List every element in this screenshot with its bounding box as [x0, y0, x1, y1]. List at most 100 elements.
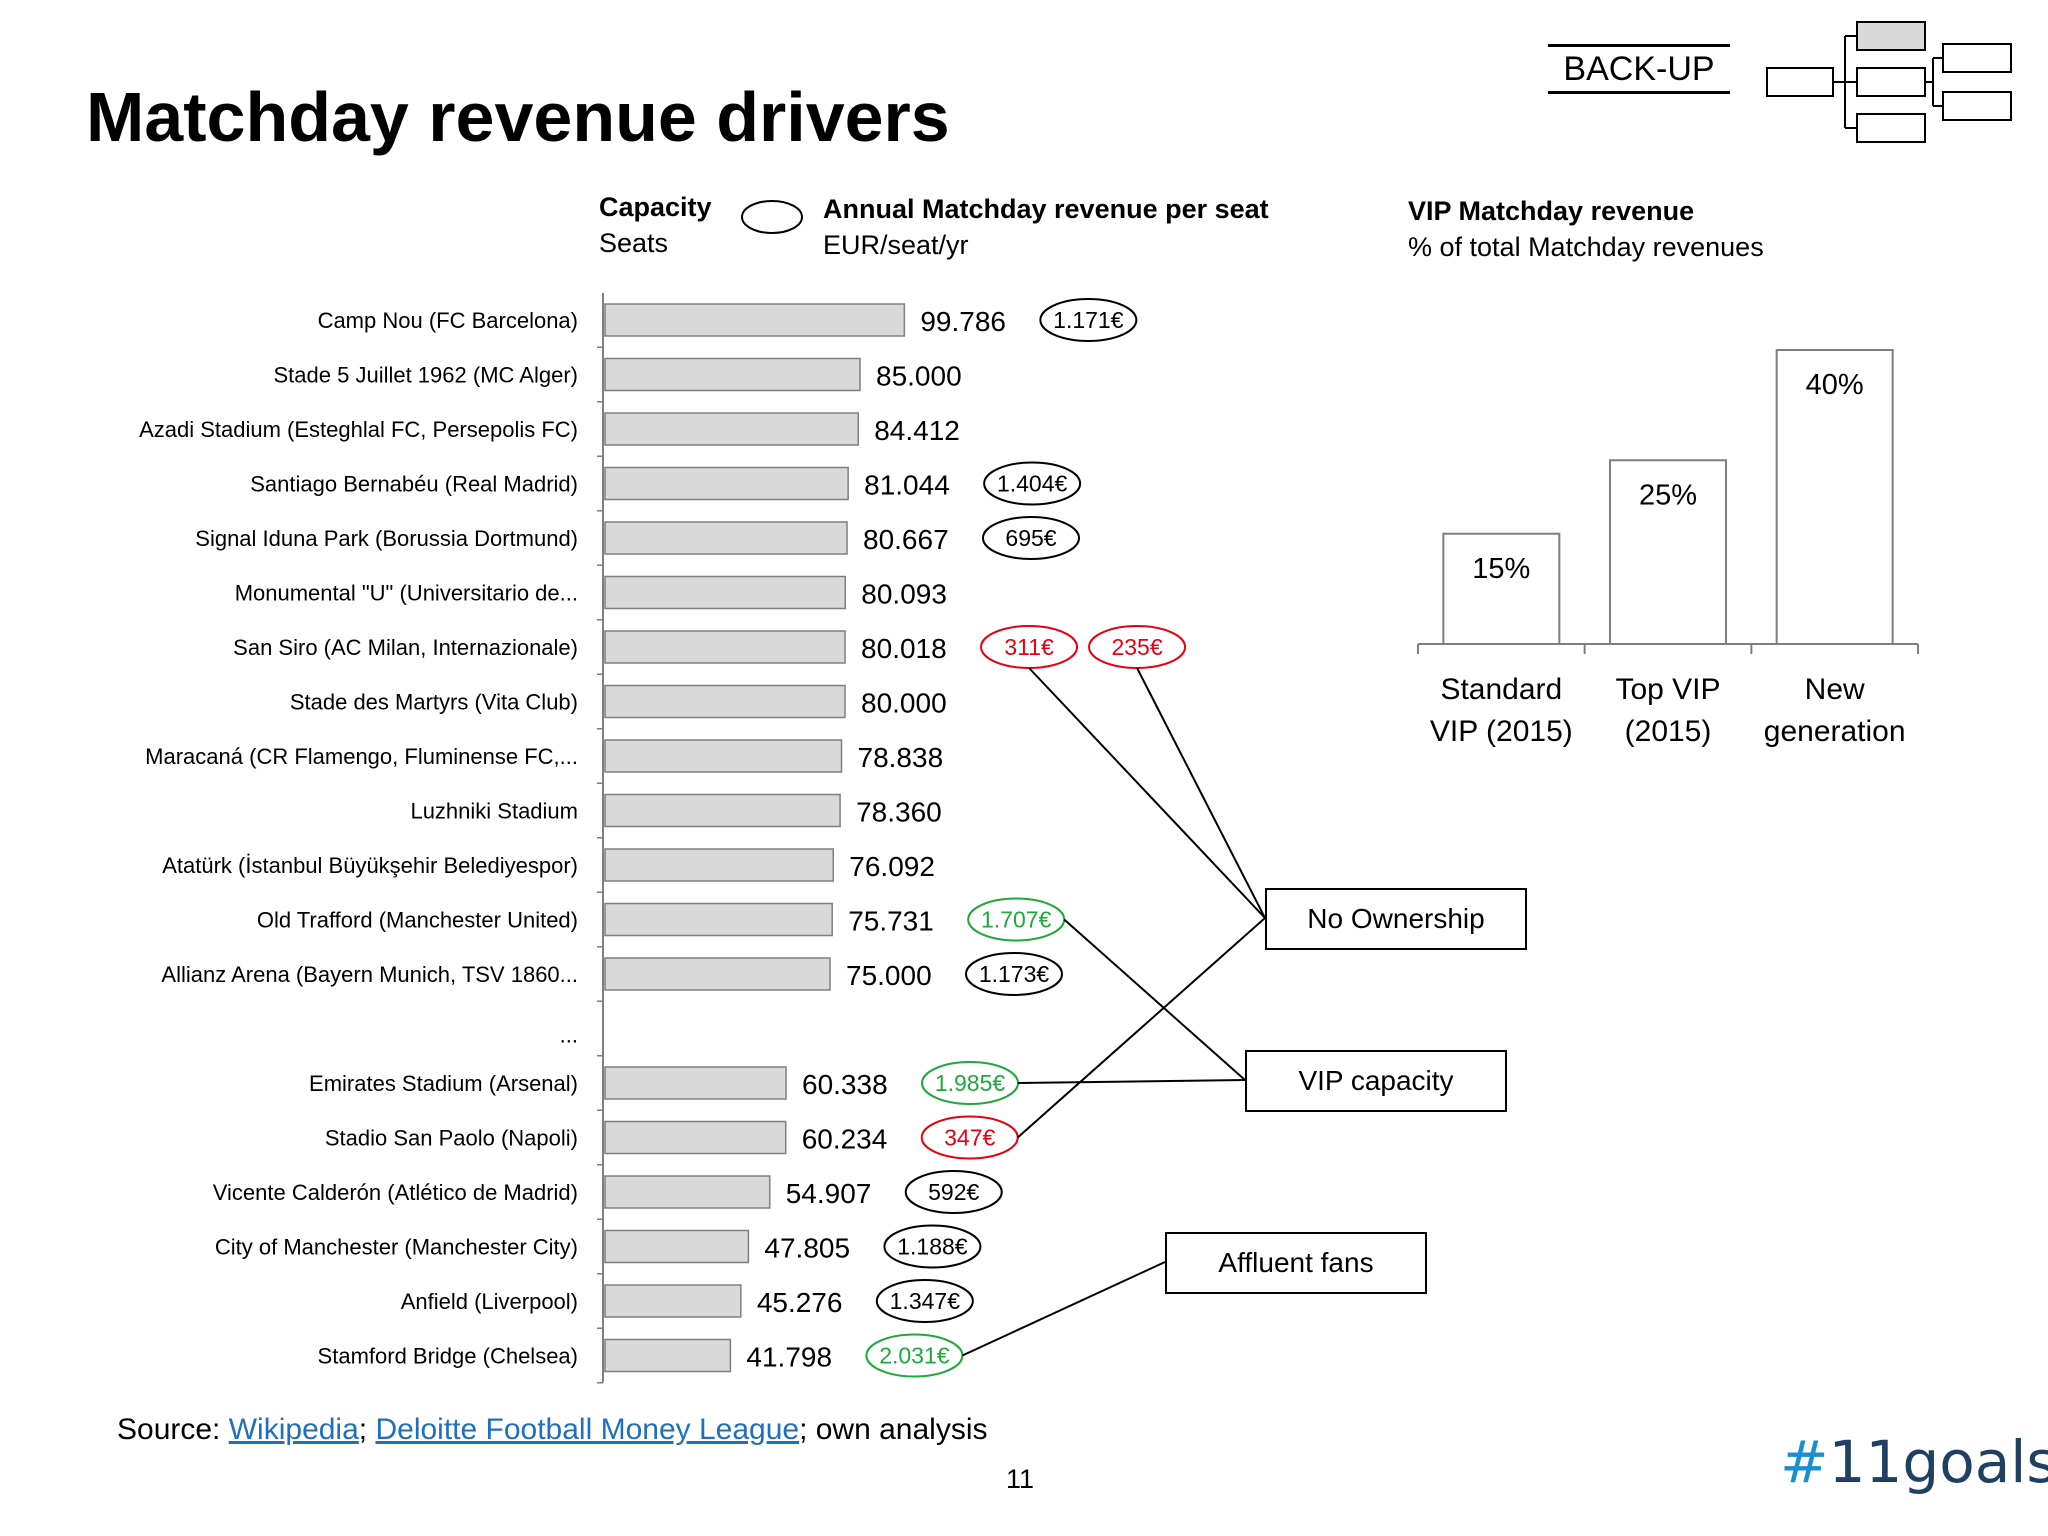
source-separator: ;: [358, 1413, 376, 1446]
source-suffix: ; own analysis: [799, 1413, 988, 1446]
stadium-label: City of Manchester (Manchester City): [215, 1235, 578, 1260]
revenue-ellipse: [965, 952, 1063, 996]
revenue-header: Annual Matchday revenue per seat: [823, 194, 1269, 224]
brand-name: 11goals: [1828, 1428, 2048, 1496]
source-prefix: Source:: [117, 1413, 229, 1446]
stadium-label: Stadio San Paolo (Napoli): [325, 1126, 578, 1151]
vip-bar: [1775, 349, 1894, 645]
vip-category-label: VIP (2015): [1430, 715, 1573, 748]
stadium-label: Monumental "U" (Universitario de...: [235, 581, 578, 606]
revenue-per-seat-label: 1.985€: [935, 1070, 1006, 1096]
capacity-bar: [604, 303, 906, 337]
ellipse-legend-icon: [741, 200, 803, 234]
capacity-bar: [604, 1229, 750, 1264]
vip-category-label: Standard: [1440, 673, 1562, 706]
revenue-per-seat-label: 311€: [1004, 634, 1054, 660]
capacity-value-label: 80.667: [863, 524, 949, 555]
stadium-label: Allianz Arena (Bayern Munich, TSV 1860..…: [161, 962, 578, 987]
stadium-label: Old Trafford (Manchester United): [257, 908, 578, 933]
vip-value-label: 40%: [1806, 369, 1864, 401]
capacity-value-label: 47.805: [764, 1233, 850, 1264]
capacity-bar: [604, 1175, 771, 1209]
stadium-label: Anfield (Liverpool): [401, 1289, 578, 1314]
capacity-bar: [604, 1284, 742, 1318]
stadium-label: Santiago Bernabéu (Real Madrid): [250, 472, 578, 497]
revenue-ellipse: [904, 1170, 1003, 1214]
capacity-value-label: 80.018: [861, 633, 947, 664]
revenue-ellipse: [1039, 298, 1138, 342]
callout-no-ownership: No Ownership: [1265, 888, 1527, 950]
revenue-ellipse: [883, 1224, 982, 1269]
capacity-value-label: 84.412: [874, 415, 960, 446]
capacity-value-label: 41.798: [746, 1342, 832, 1373]
capacity-bar: [604, 575, 847, 610]
capacity-value-label: 76.092: [849, 851, 935, 882]
revenue-unit: EUR/seat/yr: [823, 230, 969, 260]
capacity-bar: [604, 848, 835, 882]
vip-header: VIP Matchday revenue: [1408, 196, 1695, 226]
vip-value-label: 25%: [1639, 479, 1697, 511]
revenue-per-seat-label: 695€: [1005, 525, 1056, 551]
capacity-value-label: 81.044: [864, 470, 950, 501]
vip-category-label: New: [1805, 673, 1865, 706]
capacity-bar: [604, 1338, 732, 1373]
revenue-ellipse: [875, 1279, 974, 1323]
stadium-label: Maracaná (CR Flamengo, Fluminense FC,...: [145, 744, 578, 769]
connector-line: [1136, 667, 1266, 919]
vip-category-label: Top VIP: [1615, 673, 1720, 706]
revenue-per-seat-label: 1.173€: [979, 961, 1050, 987]
stadium-label: Emirates Stadium (Arsenal): [309, 1071, 578, 1096]
backup-label: BACK-UP: [1548, 44, 1730, 94]
stadium-label: Azadi Stadium (Esteghlal FC, Persepolis …: [139, 417, 578, 442]
capacity-value-label: 85.000: [876, 361, 962, 392]
connector-line: [961, 1261, 1166, 1357]
capacity-bar: [604, 1120, 787, 1155]
capacity-value-label: 45.276: [757, 1287, 843, 1318]
vip-category-label: generation: [1764, 715, 1906, 748]
connector-line: [1018, 1079, 1246, 1084]
capacity-value-label: 60.338: [802, 1069, 888, 1100]
stadium-label: Stamford Bridge (Chelsea): [318, 1344, 578, 1369]
connector-line: [1063, 918, 1246, 1081]
callout-vip-capacity: VIP capacity: [1245, 1050, 1507, 1112]
revenue-per-seat-label: 1.707€: [981, 907, 1052, 933]
stadium-label: Vicente Calderón (Atlético de Madrid): [213, 1180, 578, 1205]
capacity-bar: [604, 630, 846, 664]
brand-hash: #: [1780, 1428, 1829, 1496]
vip-bar: [1442, 532, 1561, 645]
stadium-label: Signal Iduna Park (Borussia Dortmund): [195, 526, 578, 551]
capacity-header: Capacity: [599, 192, 712, 222]
revenue-per-seat-label: 1.404€: [997, 471, 1068, 497]
stadium-label: Stade 5 Juillet 1962 (MC Alger): [274, 363, 579, 388]
source-link-deloitte[interactable]: Deloitte Football Money League: [375, 1413, 800, 1446]
revenue-ellipse: [982, 516, 1081, 560]
page-title: Matchday revenue drivers: [86, 78, 950, 156]
capacity-value-label: 78.838: [858, 742, 944, 773]
stadium-label: Stade des Martyrs (Vita Club): [290, 690, 578, 715]
page-number: 11: [1006, 1464, 1035, 1494]
stadium-label: Camp Nou (FC Barcelona): [318, 308, 578, 333]
source-link-wikipedia[interactable]: Wikipedia: [228, 1413, 359, 1446]
capacity-bar: [604, 739, 843, 773]
capacity-bar: [604, 1066, 787, 1100]
stadium-label: San Siro (AC Milan, Internazionale): [233, 635, 578, 660]
capacity-value-label: 80.000: [861, 688, 947, 719]
revenue-per-seat-label: 235€: [1111, 634, 1162, 660]
vip-unit: % of total Matchday revenues: [1408, 232, 1764, 262]
capacity-value-label: 78.360: [856, 797, 942, 828]
capacity-value-label: 60.234: [802, 1124, 888, 1155]
vip-value-label: 15%: [1472, 553, 1530, 585]
connector-line: [1028, 667, 1266, 919]
vip-bar: [1609, 459, 1727, 645]
gap-marker: ...: [560, 1023, 578, 1048]
capacity-value-label: 80.093: [861, 579, 947, 610]
capacity-value-label: 99.786: [920, 306, 1006, 337]
capacity-bar: [604, 412, 859, 446]
stadium-label: Luzhniki Stadium: [410, 799, 578, 824]
revenue-per-seat-label: 1.188€: [897, 1234, 968, 1260]
revenue-per-seat-label: 347€: [944, 1125, 995, 1151]
stadium-label: Atatürk (İstanbul Büyükşehir Belediyespo…: [162, 853, 578, 878]
capacity-bar: [604, 902, 833, 937]
capacity-bar: [604, 793, 841, 828]
